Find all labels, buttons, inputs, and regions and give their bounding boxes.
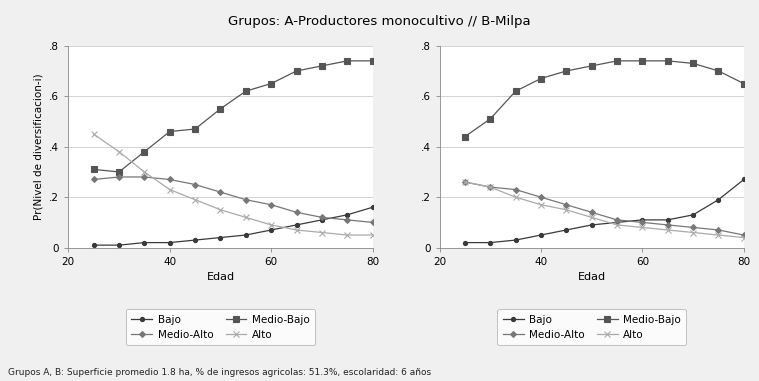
X-axis label: Edad: Edad: [578, 272, 606, 282]
Legend: Bajo, Medio-Alto, Medio-Bajo, Alto: Bajo, Medio-Alto, Medio-Bajo, Alto: [497, 309, 686, 345]
X-axis label: Edad: Edad: [206, 272, 235, 282]
Y-axis label: Pr(Nivel de diversificacion-i): Pr(Nivel de diversificacion-i): [33, 74, 44, 220]
Legend: Bajo, Medio-Alto, Medio-Bajo, Alto: Bajo, Medio-Alto, Medio-Bajo, Alto: [126, 309, 315, 345]
Text: Grupos: A-Productores monocultivo // B-Milpa: Grupos: A-Productores monocultivo // B-M…: [228, 15, 531, 28]
Text: Grupos A, B: Superficie promedio 1.8 ha, % de ingresos agricolas: 51.3%, escolar: Grupos A, B: Superficie promedio 1.8 ha,…: [8, 368, 430, 377]
